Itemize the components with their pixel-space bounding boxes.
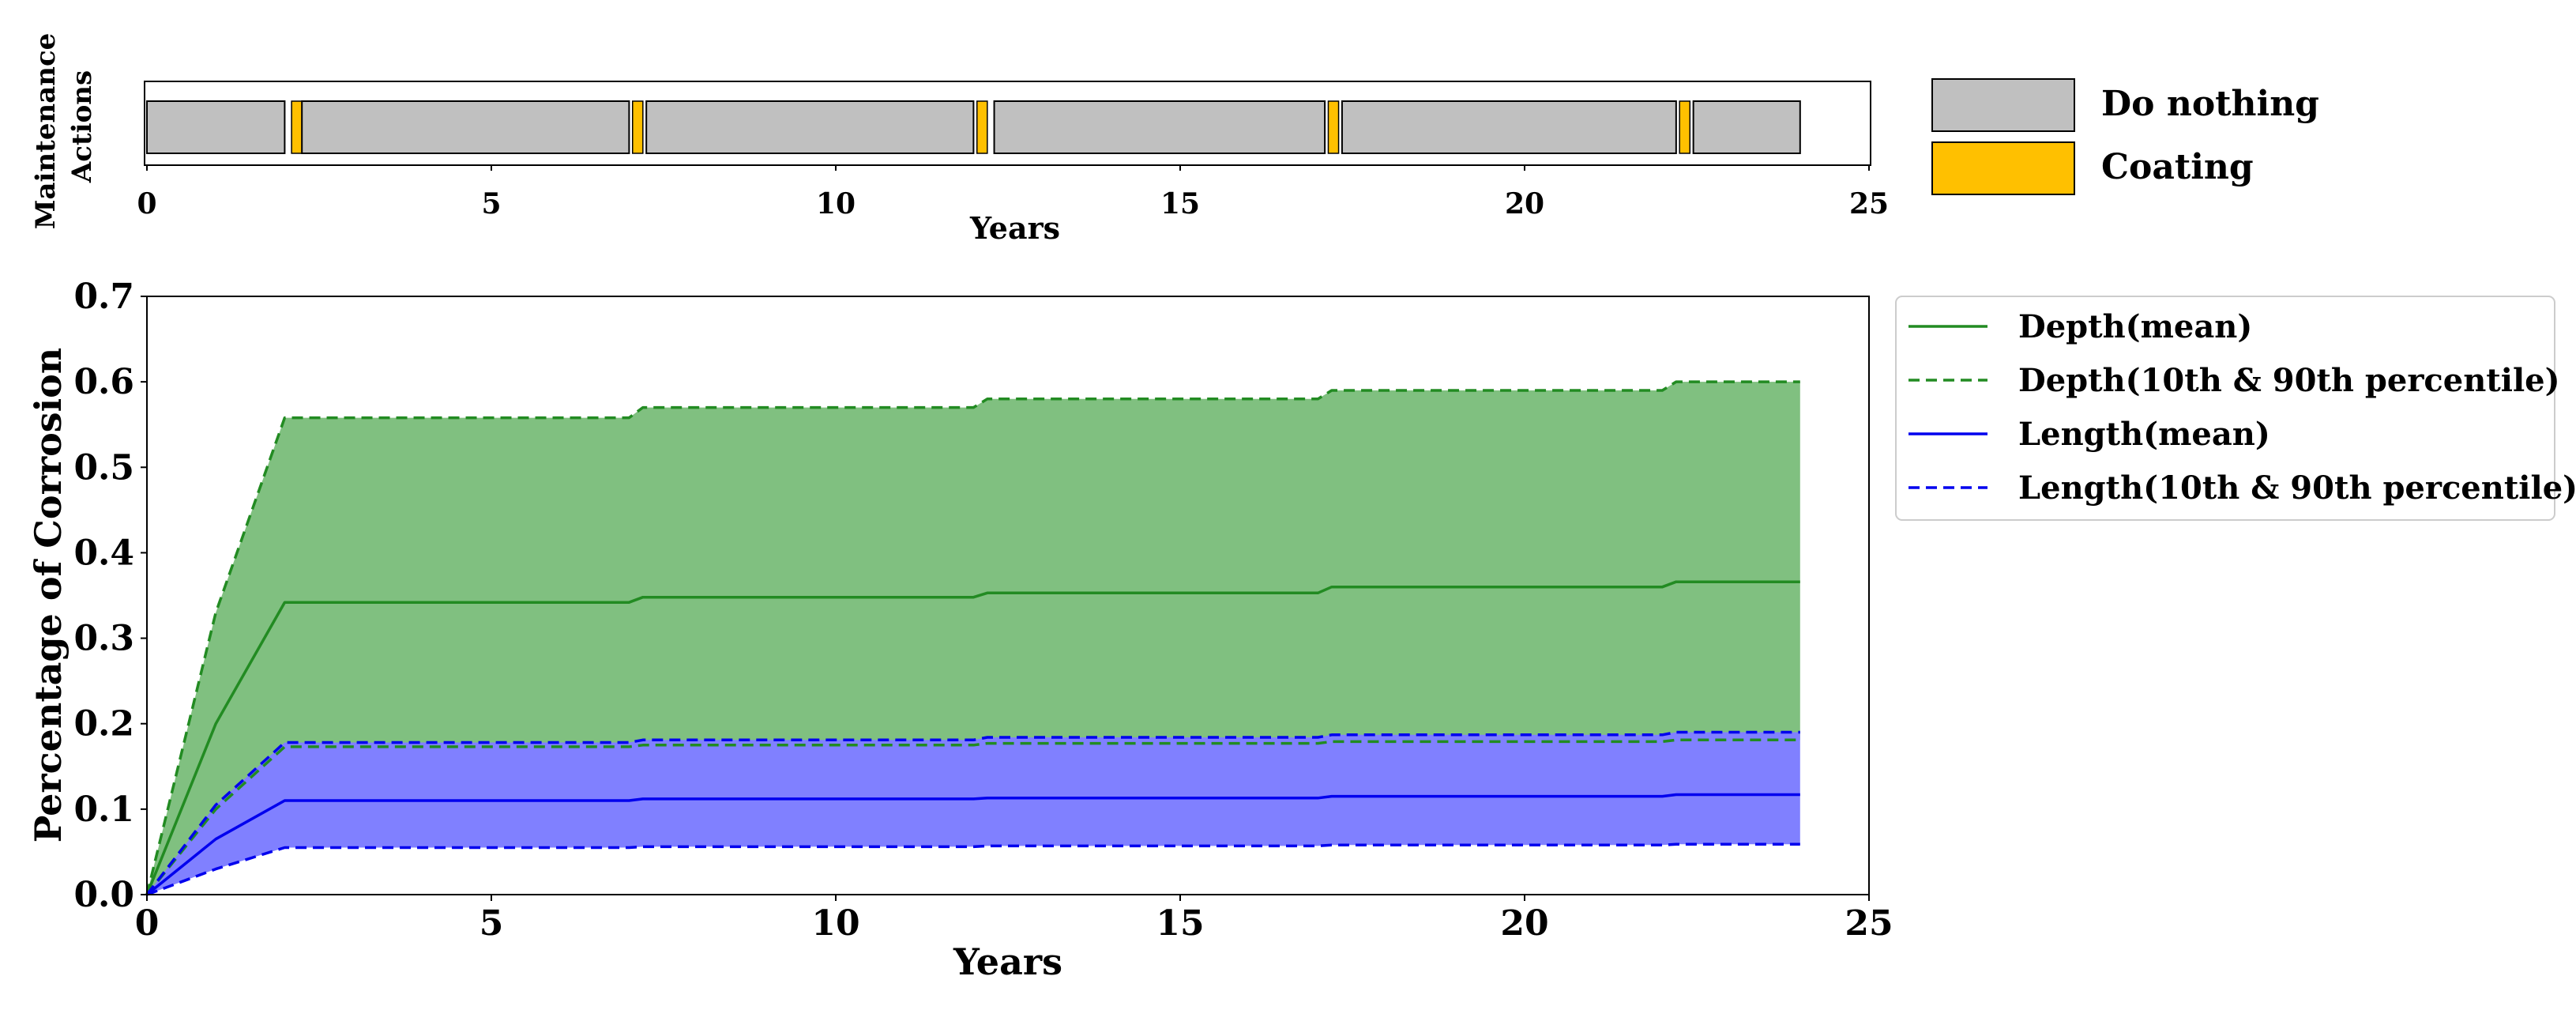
- corrosion-y-tick-label: 0.2: [73, 704, 134, 744]
- percentile-bands: [147, 382, 1800, 895]
- timeline-x-tick-label: 5: [481, 187, 501, 220]
- timeline-x-tick-label: 20: [1505, 187, 1544, 220]
- corrosion-y-tick-label: 0.7: [73, 277, 134, 317]
- do-nothing-segment: [1692, 100, 1801, 154]
- depth-p90-line: [145, 380, 1800, 895]
- coating-segment: [1327, 100, 1340, 154]
- coating-segment: [291, 100, 303, 154]
- length-p10-line: [146, 842, 1800, 896]
- corrosion-x-tick-label: 5: [479, 903, 504, 944]
- corrosion-y-ticks: 0.0 0.1 0.2 0.3 0.4 0.5 0.6 0.7: [73, 277, 147, 915]
- timeline-x-axis-label: Years: [969, 210, 1060, 246]
- timeline-x-tick-label: 15: [1160, 187, 1200, 220]
- timeline-legend-label: Coating: [2101, 147, 2254, 187]
- corrosion-x-tick-label: 15: [1156, 903, 1204, 944]
- corrosion-x-ticks: 0 5 10 15 20 25: [135, 895, 1893, 944]
- corrosion-legend-label: Depth(10th & 90th percentile): [2018, 362, 2560, 399]
- timeline-x-tick-label: 25: [1849, 187, 1889, 220]
- timeline-legend: Do nothing Coating: [1931, 78, 2319, 195]
- do-nothing-segment: [1341, 100, 1677, 154]
- corrosion-x-tick-label: 0: [135, 903, 160, 944]
- length-percentile-band: [147, 732, 1800, 895]
- maintenance-timeline-chart: 0 5 10 15 20 25 Years Maintenance Actions Do …: [30, 24, 2319, 246]
- corrosion-chart: 0 5 10 15 20 25 0.0 0.1 0.2 0.3 0.4 0.5 0.6 0.7 Year…: [27, 277, 2576, 983]
- corrosion-legend: Depth(mean) Depth(10th & 90th percentile)…: [1895, 296, 2576, 521]
- depth-percentile-band: [147, 382, 1800, 895]
- corrosion-y-tick-label: 0.1: [73, 790, 134, 830]
- do-nothing-segment: [301, 100, 630, 154]
- coating-segment: [1679, 100, 1691, 154]
- do-nothing-segment: [645, 100, 975, 154]
- corrosion-y-tick-label: 0.6: [73, 362, 134, 402]
- corrosion-y-axis-label: Percentage of Corrosion: [27, 348, 70, 843]
- corrosion-legend-label: Length(mean): [2018, 416, 2270, 453]
- timeline-legend-swatch: [1931, 141, 2075, 195]
- timeline-y-axis-label: Maintenance Actions: [30, 24, 98, 229]
- coating-segment: [976, 100, 988, 154]
- timeline-x-tick-label: 10: [816, 187, 856, 220]
- timeline-y-axis-label-text: Maintenance Actions: [30, 24, 98, 229]
- do-nothing-segment: [146, 100, 286, 154]
- corrosion-x-axis-label: Years: [953, 940, 1062, 983]
- corrosion-y-tick-label: 0.0: [73, 875, 134, 915]
- corrosion-y-tick-label: 0.4: [73, 533, 134, 573]
- length-p90-line: [145, 730, 1800, 896]
- timeline-legend-label: Do nothing: [2101, 84, 2319, 124]
- depth-p10-line: [145, 738, 1800, 896]
- corrosion-legend-label: Length(10th & 90th percentile): [2018, 469, 2576, 507]
- do-nothing-segment: [993, 100, 1326, 154]
- timeline-x-ticks: 0 5 10 15 20 25: [137, 165, 1889, 220]
- series-lines: [145, 380, 1800, 896]
- corrosion-y-tick-label: 0.3: [73, 619, 134, 659]
- timeline-legend-swatch: [1931, 78, 2075, 132]
- corrosion-x-tick-label: 10: [811, 903, 859, 944]
- coating-segment: [632, 100, 644, 154]
- corrosion-x-tick-label: 20: [1500, 903, 1548, 944]
- depth-mean-line: [145, 580, 1800, 895]
- corrosion-plot-frame: [146, 296, 1870, 895]
- timeline-x-tick-label: 0: [137, 187, 156, 220]
- corrosion-x-tick-label: 25: [1845, 903, 1893, 944]
- corrosion-legend-box: [1895, 296, 2555, 521]
- corrosion-legend-label: Depth(mean): [2018, 308, 2252, 345]
- timeline-segments: [146, 100, 1801, 154]
- length-mean-line: [145, 793, 1800, 896]
- corrosion-y-tick-label: 0.5: [73, 447, 134, 488]
